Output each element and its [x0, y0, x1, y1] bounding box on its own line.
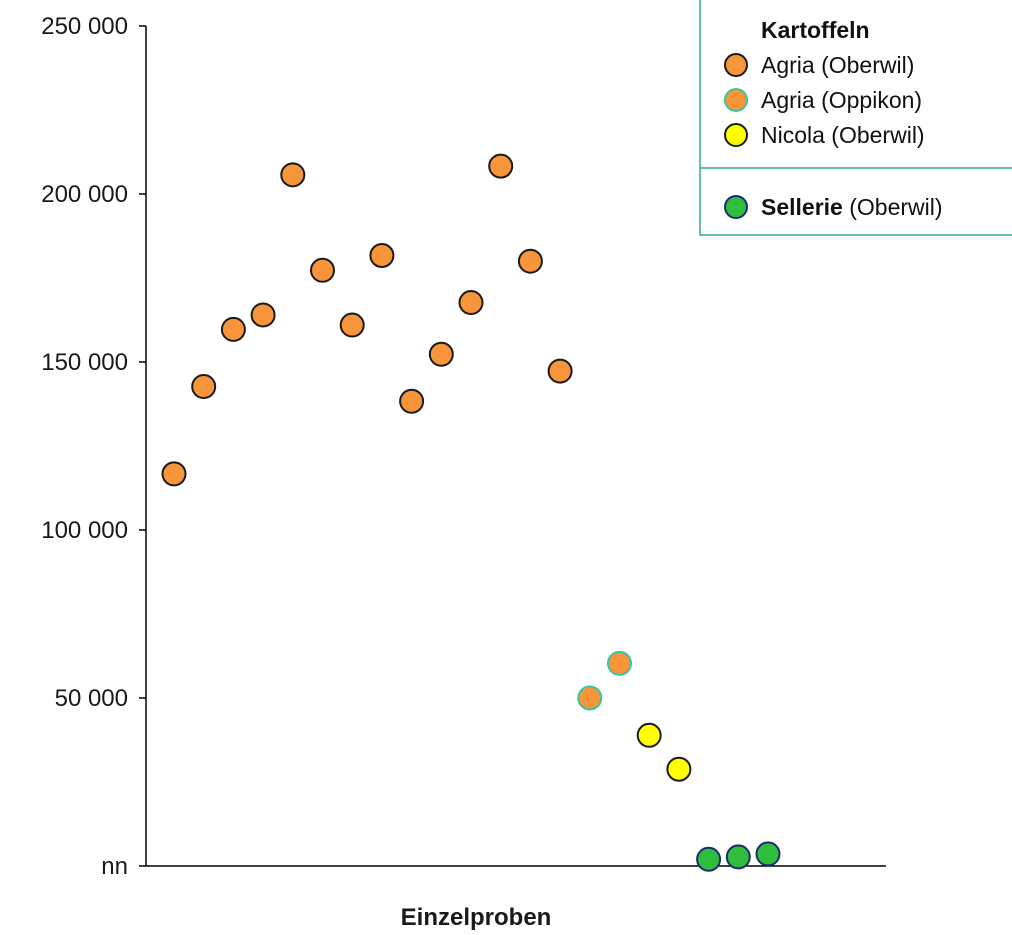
- data-point-agria-oberwil: [310, 257, 335, 283]
- y-tick-label: 200 000: [41, 181, 128, 208]
- data-point-nicola-oberwil: [636, 722, 662, 748]
- y-tick-label: 100 000: [41, 517, 128, 544]
- data-point-nicola-oberwil: [666, 756, 692, 782]
- data-point-sellerie-oberwil: [696, 846, 722, 872]
- legend-title: Kartoffeln: [761, 17, 870, 43]
- y-tick-label: 50 000: [55, 685, 128, 712]
- axes: [145, 26, 886, 867]
- legend-label: Agria (Oppikon): [761, 87, 922, 113]
- legend-box: [699, 0, 1012, 236]
- legend-label-sellerie-bold: Sellerie: [761, 194, 843, 220]
- legend-marker: [724, 88, 748, 112]
- legend-marker: [724, 53, 748, 77]
- data-point-agria-oberwil: [517, 248, 543, 274]
- data-point-agria-oberwil: [399, 388, 425, 414]
- data-point-agria-oberwil: [458, 290, 484, 316]
- data-point-agria-oberwil: [369, 242, 395, 268]
- data-point-agria-oberwil: [547, 358, 573, 384]
- data-point-agria-oberwil: [250, 302, 276, 328]
- legend-entries: Agria (Oberwil) Agria (Oppikon) Nicola (Ob…: [724, 52, 925, 148]
- y-tick-label: 250 000: [41, 13, 128, 40]
- legend: Kartoffeln Agria (Oberwil) Agria (Oppikon…: [699, 0, 1012, 236]
- y-tick-label: nn: [101, 853, 128, 880]
- legend-label-sellerie-rest: (Oberwil): [843, 194, 943, 220]
- y-tick-label: 150 000: [41, 349, 128, 376]
- data-point-agria-oppikon: [577, 685, 603, 711]
- data-point-agria-oberwil: [339, 312, 365, 338]
- data-point-sellerie-oberwil: [755, 841, 781, 867]
- data-point-agria-oberwil: [488, 153, 514, 179]
- data-point-agria-oberwil: [161, 461, 187, 487]
- data-point-agria-oppikon: [607, 650, 632, 676]
- legend-extra-entry: Sellerie (Oberwil): [724, 194, 943, 220]
- data-point-agria-oberwil: [191, 374, 217, 400]
- data-point-sellerie-oberwil: [725, 844, 751, 870]
- legend-marker: [724, 123, 748, 147]
- data-point-agria-oberwil: [220, 316, 246, 342]
- legend-label: Agria (Oberwil): [761, 52, 914, 78]
- legend-label-sellerie: Sellerie (Oberwil): [761, 194, 943, 220]
- data-points: [161, 153, 781, 872]
- legend-marker-sellerie: [724, 195, 748, 219]
- data-point-agria-oberwil: [280, 162, 306, 188]
- legend-label: Nicola (Oberwil): [761, 122, 925, 148]
- data-point-agria-oberwil: [428, 341, 454, 367]
- y-ticks: nn 50 000 100 000 150 000 200 000 250 000: [41, 13, 146, 880]
- x-axis-label: Einzelproben: [401, 904, 552, 931]
